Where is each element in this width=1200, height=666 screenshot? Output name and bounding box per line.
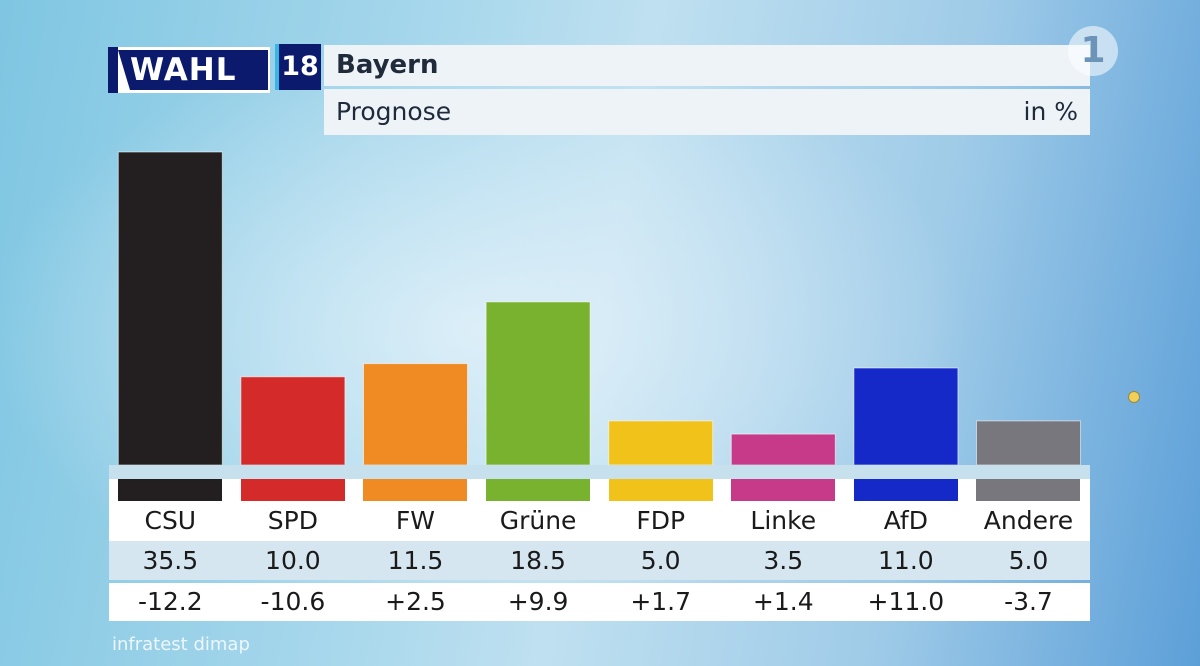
change-row: -12.2 -10.6 +2.5 +9.9 +1.7 +1.4 +11.0 -3.7 bbox=[109, 583, 1090, 621]
results-table: CSU SPD FW Grüne FDP Linke AfD Andere 35.5 10.0 1… bbox=[109, 479, 1090, 621]
value-label-afd: 11.0 bbox=[878, 546, 934, 575]
bar-csu bbox=[117, 151, 223, 466]
change-label-spd: -10.6 bbox=[260, 587, 326, 616]
bar-grüne bbox=[485, 301, 591, 466]
change-label-linke: +1.4 bbox=[752, 587, 814, 616]
swatch-cell-fw bbox=[354, 479, 477, 501]
value-label-fdp: 5.0 bbox=[640, 546, 681, 575]
unit-label: in % bbox=[1023, 97, 1079, 126]
ard-logo-icon: 1 bbox=[1068, 26, 1118, 76]
subtitle-bar: Prognose in % bbox=[324, 89, 1090, 135]
value-label-linke: 3.5 bbox=[763, 546, 804, 575]
chart-baseline bbox=[109, 465, 1090, 479]
title-text: Bayern bbox=[336, 50, 439, 80]
bar-afd bbox=[853, 367, 959, 466]
party-name-spd: SPD bbox=[267, 506, 318, 535]
source-label: infratest dimap bbox=[112, 634, 250, 655]
change-label-grüne: +9.9 bbox=[507, 587, 569, 616]
party-swatch-linke bbox=[731, 479, 836, 501]
party-name-row: CSU SPD FW Grüne FDP Linke AfD Andere bbox=[109, 501, 1090, 541]
party-name-csu: CSU bbox=[144, 506, 197, 535]
value-label-fw: 11.5 bbox=[387, 546, 444, 575]
change-label-fw: +2.5 bbox=[385, 587, 446, 616]
wahl-logo: WAHL bbox=[108, 47, 270, 93]
party-name-afd: AfD bbox=[883, 506, 928, 535]
year-badge: 18 bbox=[275, 44, 321, 90]
change-label-fdp: +1.7 bbox=[630, 587, 692, 616]
party-swatch-andere bbox=[976, 479, 1081, 501]
value-label-spd: 10.0 bbox=[265, 546, 321, 575]
cursor-icon bbox=[1128, 391, 1140, 403]
subtitle-text: Prognose bbox=[336, 97, 452, 126]
party-name-fw: FW bbox=[395, 506, 436, 535]
party-swatch-fw bbox=[363, 479, 468, 501]
page-title: Bayern bbox=[324, 45, 1090, 86]
wahl-logo-text: WAHL bbox=[130, 52, 237, 88]
swatch-cell-spd bbox=[232, 479, 355, 501]
swatch-cell-csu bbox=[109, 479, 232, 501]
bar-fw bbox=[363, 363, 468, 466]
swatch-cell-fdp bbox=[599, 479, 722, 501]
party-swatch-fdp bbox=[608, 479, 713, 501]
bar-fdp bbox=[608, 420, 714, 466]
bar-linke bbox=[730, 433, 836, 466]
bar-andere bbox=[976, 420, 1081, 466]
party-name-andere: Andere bbox=[983, 506, 1074, 535]
value-label-grüne: 18.5 bbox=[510, 546, 566, 575]
party-swatch-afd bbox=[853, 479, 958, 501]
swatch-cell-andere bbox=[967, 479, 1090, 501]
swatch-cell-afd bbox=[845, 479, 968, 501]
party-name-fdp: FDP bbox=[636, 506, 686, 535]
swatch-cell-linke bbox=[722, 479, 845, 501]
value-row: 35.5 10.0 11.5 18.5 5.0 3.5 11.0 5.0 bbox=[109, 541, 1090, 580]
swatch-cell-grüne bbox=[477, 479, 600, 501]
party-swatch-csu bbox=[118, 479, 223, 501]
party-name-linke: Linke bbox=[750, 506, 817, 535]
party-swatch-grüne bbox=[486, 479, 591, 501]
change-label-andere: -3.7 bbox=[1004, 587, 1053, 616]
change-label-afd: +11.0 bbox=[867, 587, 945, 616]
bar-spd bbox=[240, 376, 346, 466]
value-label-csu: 35.5 bbox=[142, 546, 199, 575]
party-color-row bbox=[109, 479, 1090, 501]
value-label-andere: 5.0 bbox=[1008, 546, 1049, 575]
change-label-csu: -12.2 bbox=[137, 587, 203, 616]
party-name-grüne: Grüne bbox=[499, 506, 577, 535]
party-swatch-spd bbox=[240, 479, 345, 501]
